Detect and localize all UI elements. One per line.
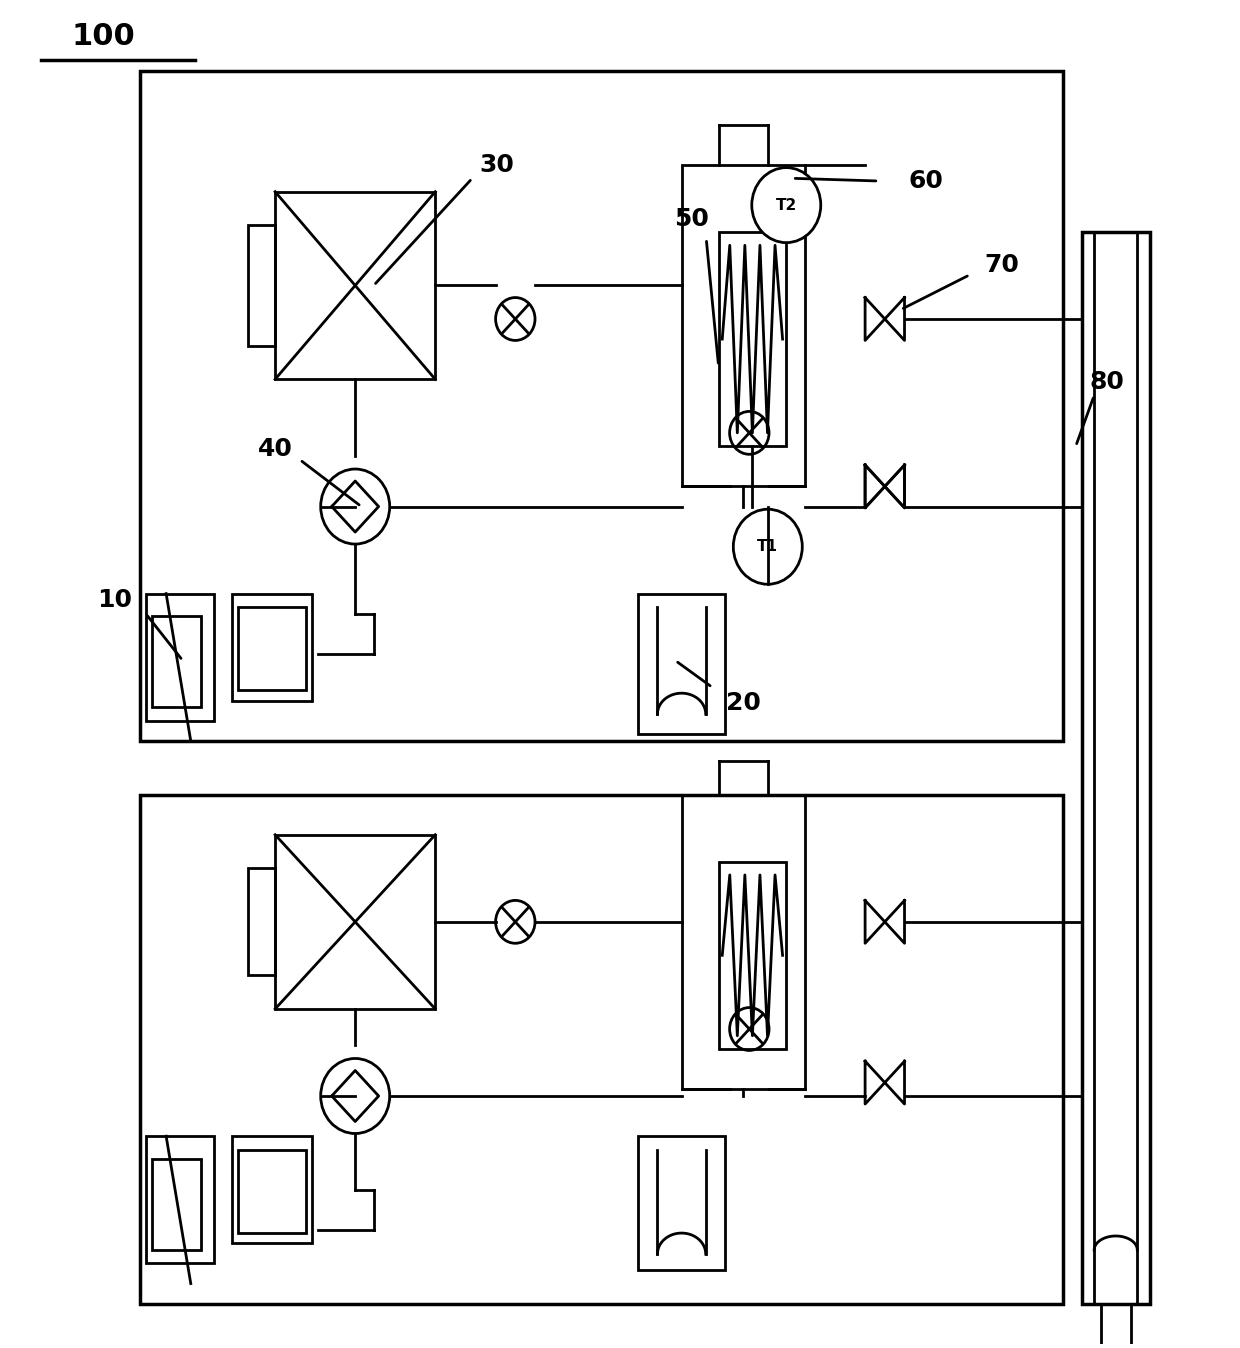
Text: T1: T1 xyxy=(758,539,779,554)
Bar xyxy=(232,593,312,701)
Bar xyxy=(232,1136,312,1243)
Text: 20: 20 xyxy=(725,692,760,716)
Bar xyxy=(682,794,805,1089)
Bar xyxy=(146,1136,213,1263)
Text: 70: 70 xyxy=(985,253,1019,278)
Text: 40: 40 xyxy=(258,437,293,461)
Bar xyxy=(248,225,275,346)
Circle shape xyxy=(751,167,821,243)
Bar xyxy=(153,1159,201,1250)
Text: 10: 10 xyxy=(98,588,133,612)
Bar xyxy=(275,191,435,379)
Bar xyxy=(639,593,724,735)
Text: 30: 30 xyxy=(480,152,515,177)
Text: T2: T2 xyxy=(776,198,797,213)
Bar xyxy=(146,593,213,721)
Text: 60: 60 xyxy=(908,168,942,193)
Text: 100: 100 xyxy=(72,22,135,51)
Bar xyxy=(153,616,201,708)
Bar xyxy=(718,232,786,446)
Circle shape xyxy=(733,510,802,584)
Bar xyxy=(275,834,435,1008)
Bar xyxy=(140,794,1064,1304)
Bar xyxy=(238,1150,306,1232)
Bar xyxy=(718,861,786,1049)
Bar xyxy=(140,71,1064,741)
Bar xyxy=(682,164,805,487)
Bar xyxy=(639,1136,724,1270)
Bar xyxy=(238,607,306,690)
Bar xyxy=(1081,232,1149,1304)
Text: 50: 50 xyxy=(675,206,709,231)
Bar xyxy=(248,868,275,976)
Text: 80: 80 xyxy=(1089,369,1123,394)
